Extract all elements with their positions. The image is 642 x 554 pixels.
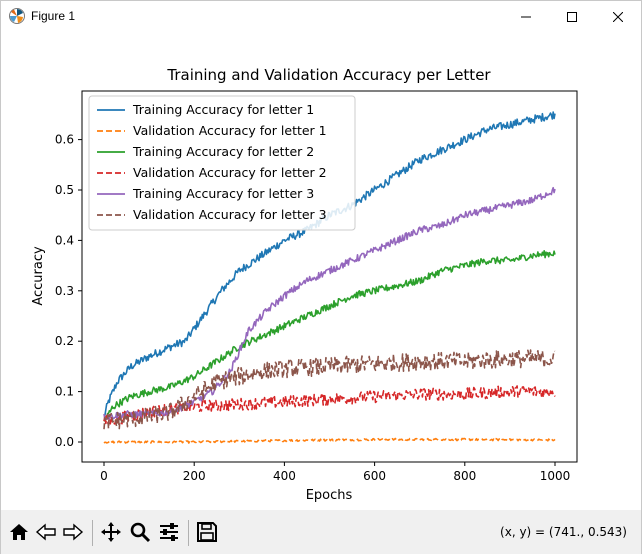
minimize-button[interactable] bbox=[503, 1, 549, 32]
minimize-icon bbox=[521, 16, 531, 17]
accuracy-chart: Training and Validation Accuracy per Let… bbox=[31, 66, 578, 503]
back-arrow-icon bbox=[35, 523, 56, 541]
pan-icon bbox=[101, 522, 121, 542]
close-button[interactable] bbox=[595, 1, 641, 32]
series-line-3 bbox=[103, 250, 556, 422]
legend-entry: Training Accuracy for letter 1 bbox=[132, 102, 314, 117]
x-tick-label: 800 bbox=[453, 469, 476, 483]
figure-canvas[interactable]: Training and Validation Accuracy per Let… bbox=[1, 32, 641, 510]
cursor-coordinates: (x, y) = (741., 0.543) bbox=[500, 525, 627, 539]
legend-entry: Validation Accuracy for letter 2 bbox=[133, 165, 327, 180]
close-icon bbox=[613, 11, 623, 22]
x-tick-label: 1000 bbox=[540, 469, 571, 483]
maximize-button[interactable] bbox=[549, 1, 595, 32]
x-axis: 0 200 400 600 800 1000 bbox=[100, 462, 570, 483]
series-line-2 bbox=[103, 437, 556, 444]
back-button[interactable] bbox=[34, 520, 58, 544]
save-button[interactable] bbox=[195, 520, 219, 544]
x-tick-label: 200 bbox=[183, 469, 206, 483]
y-axis-label: Accuracy bbox=[31, 246, 46, 306]
y-tick-label: 0.5 bbox=[55, 183, 74, 197]
navigation-toolbar: (x, y) = (741., 0.543) bbox=[1, 510, 641, 554]
y-tick-label: 0.3 bbox=[55, 284, 74, 298]
y-axis: 0.0 0.1 0.2 0.3 0.4 0.5 0.6 bbox=[55, 133, 82, 449]
y-tick-label: 0.0 bbox=[55, 435, 74, 449]
configure-subplots-icon bbox=[160, 523, 178, 541]
legend-entry: Validation Accuracy for letter 1 bbox=[133, 123, 327, 138]
legend-entry: Training Accuracy for letter 3 bbox=[132, 186, 314, 201]
forward-arrow-icon bbox=[63, 523, 84, 541]
toolbar-separator bbox=[92, 520, 93, 546]
home-button[interactable] bbox=[7, 520, 31, 544]
legend-entry: Training Accuracy for letter 2 bbox=[132, 144, 314, 159]
legend: Training Accuracy for letter 1 Validation… bbox=[88, 95, 356, 231]
y-tick-label: 0.6 bbox=[55, 133, 74, 147]
window-title: Figure 1 bbox=[31, 9, 76, 23]
matplotlib-app-icon bbox=[9, 8, 25, 24]
zoom-button[interactable] bbox=[128, 520, 152, 544]
x-tick-label: 600 bbox=[363, 469, 386, 483]
title-bar: Figure 1 bbox=[1, 1, 641, 32]
x-tick-label: 400 bbox=[273, 469, 296, 483]
save-icon bbox=[197, 522, 217, 542]
plot-area-frame bbox=[81, 90, 578, 463]
x-axis-label: Epochs bbox=[306, 488, 353, 503]
y-tick-label: 0.1 bbox=[55, 385, 74, 399]
y-tick-label: 0.4 bbox=[55, 233, 74, 247]
y-tick-label: 0.2 bbox=[55, 334, 74, 348]
configure-subplots-button[interactable] bbox=[157, 520, 181, 544]
series-line-6 bbox=[103, 349, 556, 430]
home-icon bbox=[10, 524, 28, 540]
series-line-4 bbox=[103, 385, 556, 426]
toolbar-separator bbox=[188, 520, 189, 546]
forward-button[interactable] bbox=[61, 520, 85, 544]
zoom-icon bbox=[130, 522, 151, 543]
chart-title: Training and Validation Accuracy per Let… bbox=[166, 66, 491, 84]
x-tick-label: 0 bbox=[100, 469, 108, 483]
legend-box bbox=[88, 95, 356, 231]
maximize-icon bbox=[567, 11, 577, 22]
legend-entry: Validation Accuracy for letter 3 bbox=[133, 207, 327, 222]
pan-button[interactable] bbox=[99, 520, 123, 544]
